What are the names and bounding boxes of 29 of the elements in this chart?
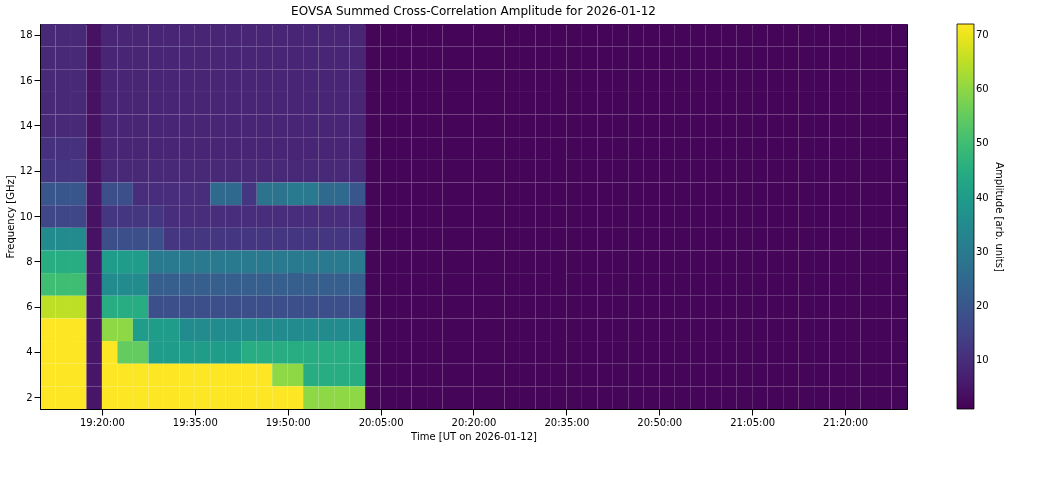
y-tick-label: 4	[26, 346, 33, 358]
color-bar-label: 20	[976, 299, 989, 311]
x-tick-label: 19:50:00	[265, 416, 311, 428]
color-bar-label: 30	[976, 245, 989, 257]
x-tick-label: 20:50:00	[637, 416, 683, 428]
y-tick-label: 10	[19, 210, 33, 222]
color-bar-title: Amplitude [arb. units]	[994, 162, 1005, 272]
x-tick-label: 21:20:00	[823, 416, 869, 428]
y-tick-label: 12	[19, 165, 33, 177]
color-bar-label: 40	[976, 191, 989, 203]
x-tick-label: 20:35:00	[544, 416, 590, 428]
y-axis-title: Frequency [GHz]	[4, 175, 16, 259]
x-axis-title: Time [UT on 2026-01-12]	[410, 430, 537, 442]
y-tick-label: 18	[19, 29, 33, 41]
y-tick-label: 8	[26, 255, 33, 267]
color-bar-label: 70	[976, 28, 989, 40]
x-tick-label: 20:05:00	[358, 416, 404, 428]
color-bar-label: 50	[976, 137, 989, 149]
x-tick-label: 19:35:00	[172, 416, 218, 428]
chart-title: EOVSA Summed Cross-Correlation Amplitude for 2026-01-12	[291, 4, 656, 18]
y-tick-label: 2	[26, 391, 33, 403]
y-tick-label: 14	[19, 119, 33, 131]
color-bar-label: 60	[976, 83, 989, 95]
color-bar-label: 10	[976, 354, 989, 366]
x-tick-label: 21:05:00	[730, 416, 776, 428]
x-tick-label: 19:20:00	[79, 416, 125, 428]
y-tick-label: 16	[19, 74, 33, 86]
x-tick-label: 20:20:00	[451, 416, 497, 428]
y-tick-label: 6	[26, 301, 33, 313]
